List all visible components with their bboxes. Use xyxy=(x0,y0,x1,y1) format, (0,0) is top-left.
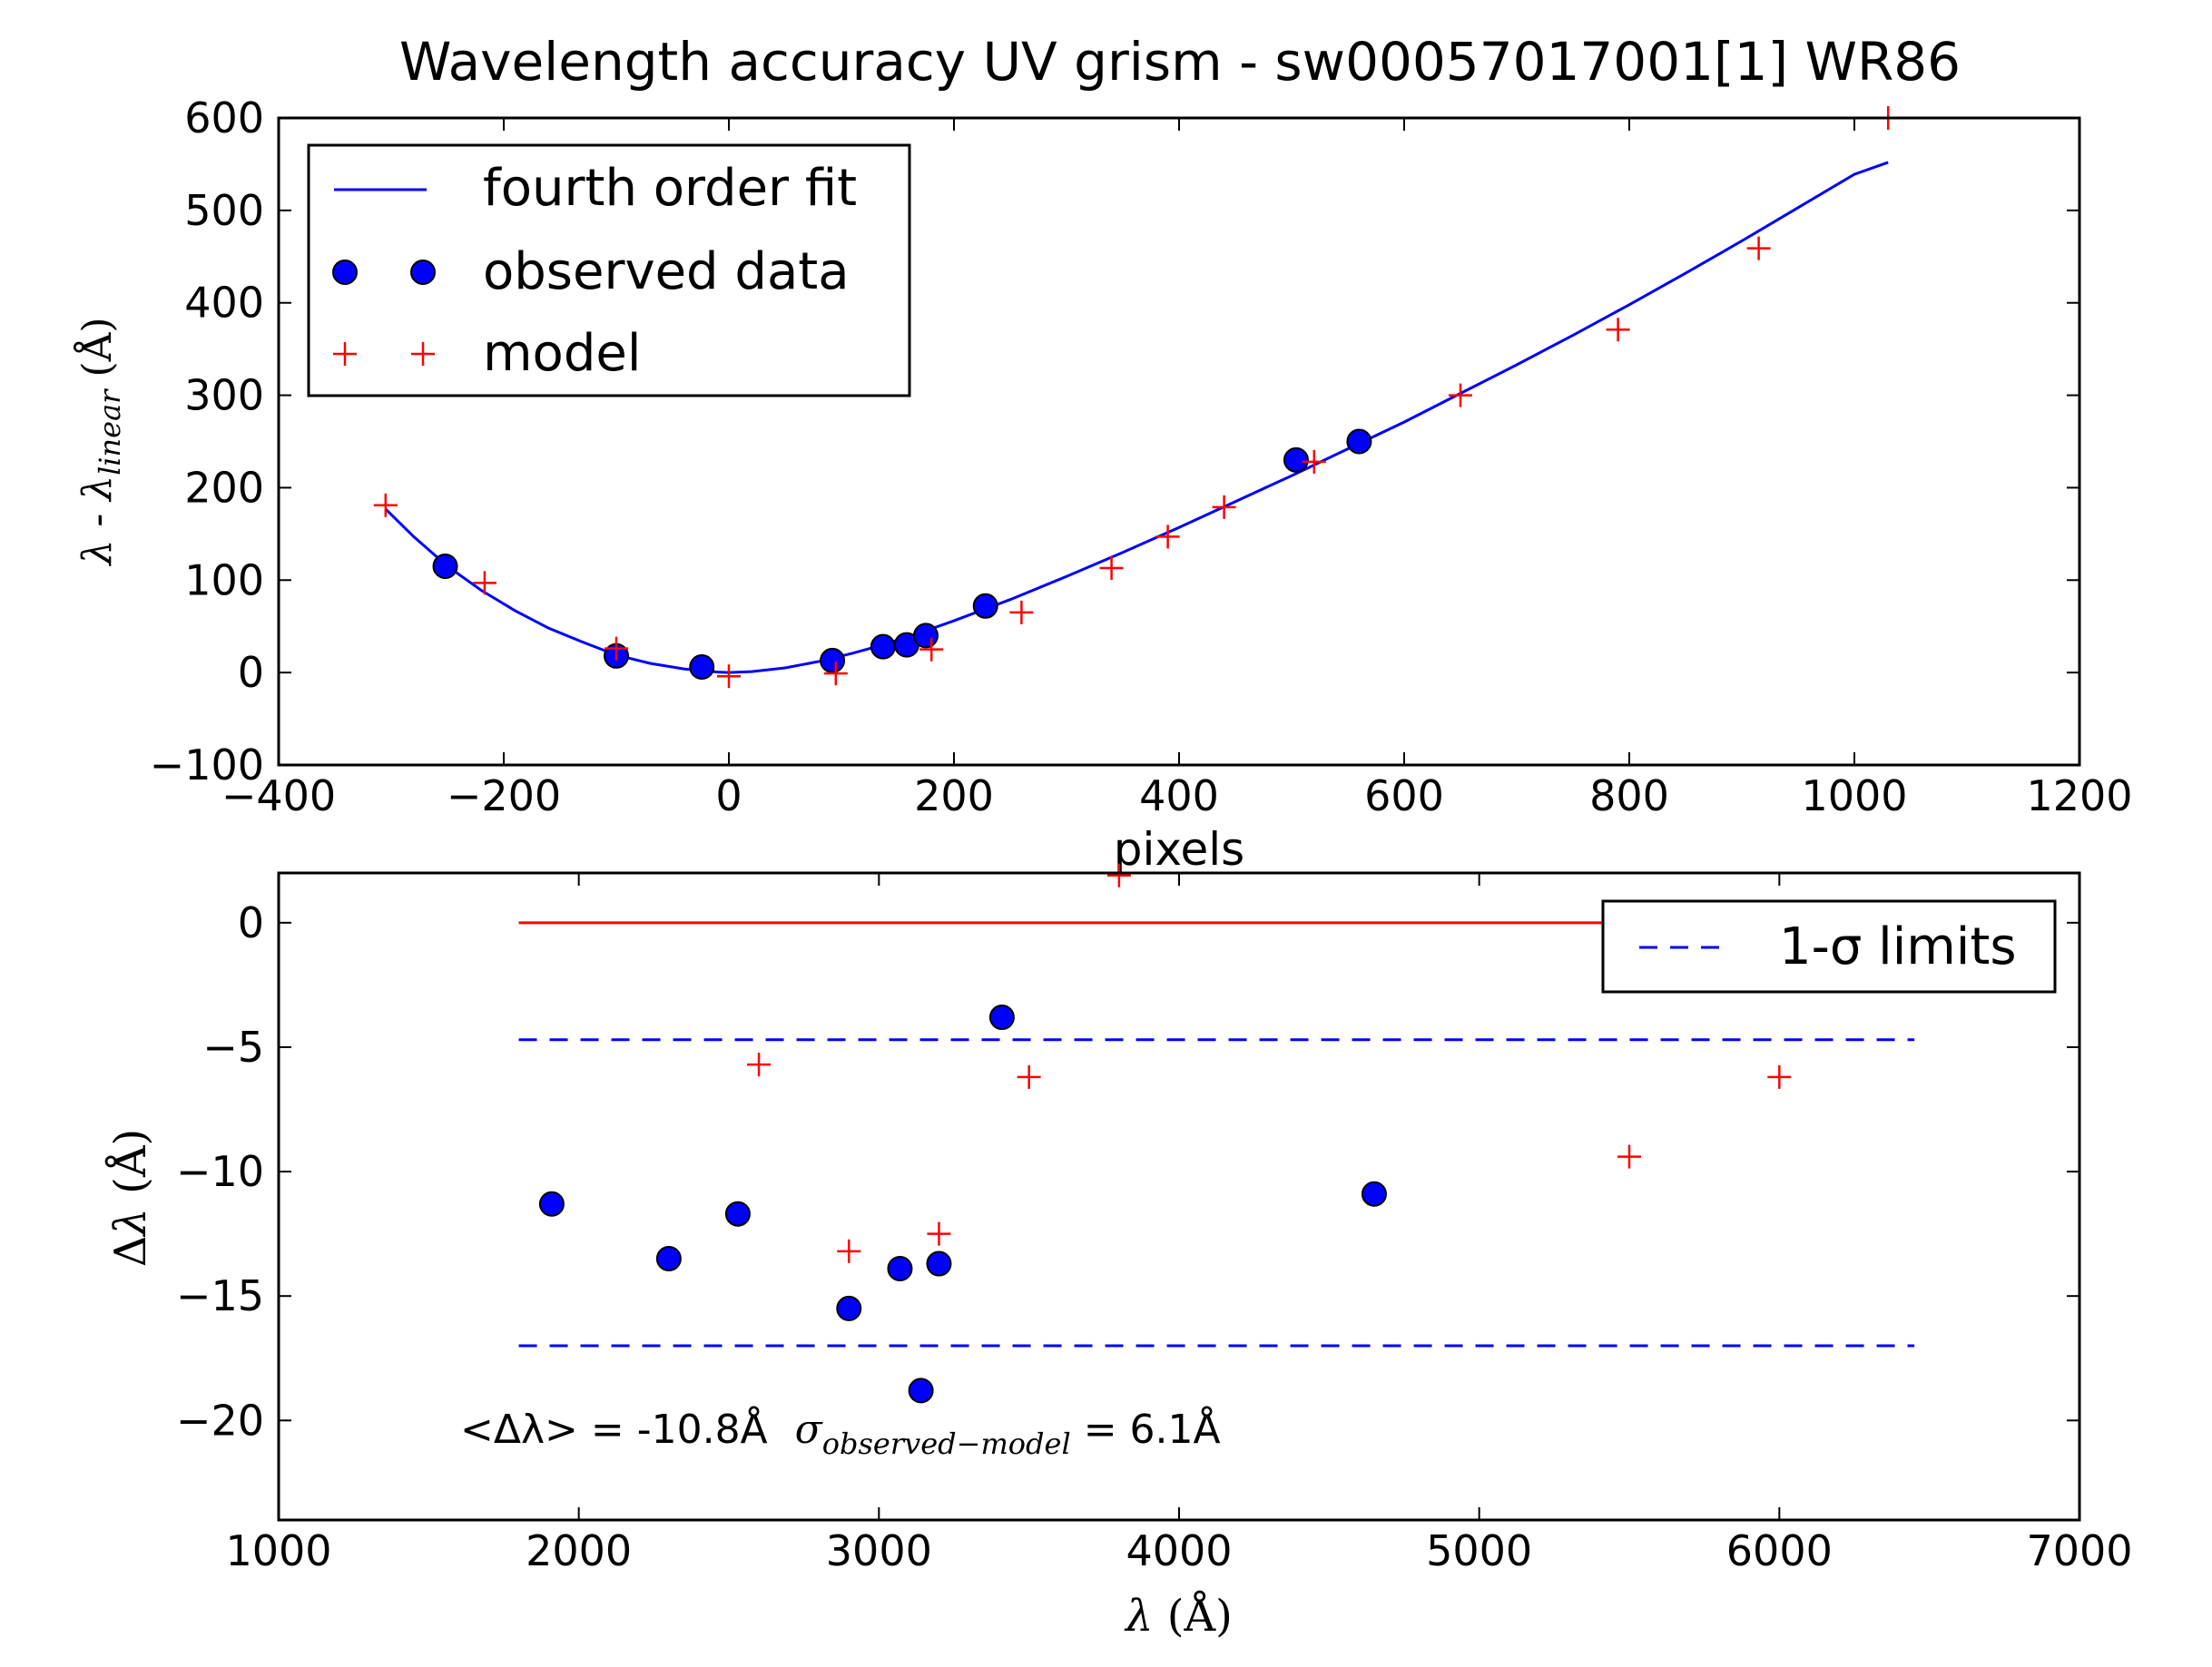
y-tick-label: 500 xyxy=(184,186,264,235)
x-tick-label: 3000 xyxy=(826,1526,932,1575)
model-point xyxy=(927,1221,951,1246)
stats-sigma-symbol: σ xyxy=(795,1407,824,1453)
observed-point xyxy=(1361,1181,1387,1207)
observed-point xyxy=(820,647,846,673)
upper-legend: fourth order fit observed data model xyxy=(307,143,911,397)
x-tick-label: 0 xyxy=(715,771,742,820)
observed-point xyxy=(432,554,458,580)
lower-plot: 1000 2000 3000 4000 5000 6000 7000 −20 −15 −10 −5 0… xyxy=(104,863,2133,1642)
observed-point xyxy=(836,1295,862,1321)
legend-observed-marker xyxy=(332,260,358,285)
observed-point xyxy=(1346,428,1372,455)
y-tick-label: −100 xyxy=(150,740,264,789)
x-tick-label: 5000 xyxy=(1426,1526,1532,1575)
stats-annotation: <Δλ> = -10.8Å σobserved−model = 6.1Å xyxy=(460,1405,1221,1461)
y-tick-label: −15 xyxy=(176,1271,264,1320)
stats-sigma-value: = 6.1Å xyxy=(1071,1405,1221,1453)
legend-model-label: model xyxy=(483,324,641,383)
model-point xyxy=(1746,236,1771,260)
x-tick-label: −200 xyxy=(447,771,561,820)
x-tick-label: 6000 xyxy=(1726,1526,1833,1575)
legend-model-markers xyxy=(333,342,435,366)
model-point xyxy=(1099,556,1124,581)
upper-legend-box xyxy=(307,143,911,397)
model-point xyxy=(1017,1064,1041,1089)
model-point xyxy=(1617,1144,1641,1169)
figure-title: Wavelength accuracy UV grism - sw0005701… xyxy=(399,31,1961,93)
model-point xyxy=(605,636,628,661)
fit-curve xyxy=(384,161,1889,674)
observed-point xyxy=(538,1191,565,1217)
stats-mean: <Δλ> = -10.8Å xyxy=(460,1405,768,1453)
model-point xyxy=(1106,863,1131,887)
observed-point xyxy=(926,1250,952,1277)
upper-xlabel: pixels xyxy=(1114,823,1244,876)
y-tick-label: 0 xyxy=(238,898,264,947)
x-tick-label: 800 xyxy=(1589,771,1669,820)
x-tick-label: 1200 xyxy=(2026,771,2132,820)
observed-point xyxy=(913,623,939,649)
model-point xyxy=(1449,383,1472,407)
observed-point xyxy=(1283,446,1309,473)
model-point xyxy=(747,1053,772,1077)
model-point xyxy=(823,662,848,686)
lower-legend: 1-σ limits xyxy=(1601,899,2057,994)
lower-plot-ticks: 1000 2000 3000 4000 5000 6000 7000 −20 −15 −10 −5 0 xyxy=(176,873,2133,1575)
x-tick-label: 400 xyxy=(1139,771,1219,820)
x-tick-label: 7000 xyxy=(2026,1526,2132,1575)
observed-point xyxy=(655,1246,682,1272)
lower-xlabel: λ (Å) xyxy=(1124,1590,1233,1642)
model-point xyxy=(1302,449,1326,474)
upper-plot: −400 −200 0 200 400 600 800 1000 1200 −100 0 100 200… xyxy=(73,93,2133,876)
model-point xyxy=(1009,600,1034,624)
x-tick-label: 1000 xyxy=(225,1526,331,1575)
y-tick-label: 300 xyxy=(184,371,264,420)
model-point xyxy=(373,493,398,517)
x-tick-label: 4000 xyxy=(1126,1526,1232,1575)
observed-point xyxy=(724,1201,751,1227)
x-tick-label: 200 xyxy=(914,771,994,820)
observed-point xyxy=(870,633,896,660)
lower-ylabel: Δλ (Å) xyxy=(104,1129,156,1267)
y-tick-label: 400 xyxy=(184,279,264,328)
upper-ylabel: λ - λlinear (Å) xyxy=(73,317,127,566)
legend-sigma-label: 1-σ limits xyxy=(1779,917,2017,976)
model-point xyxy=(717,664,741,689)
x-tick-label: −400 xyxy=(221,771,336,820)
legend-observed-marker xyxy=(410,260,436,285)
model-point xyxy=(1767,1064,1792,1089)
x-tick-label: 1000 xyxy=(1801,771,1907,820)
y-tick-label: 200 xyxy=(184,463,264,512)
y-tick-label: −10 xyxy=(176,1147,264,1196)
legend-fit-label: fourth order fit xyxy=(483,159,857,218)
y-tick-label: 600 xyxy=(184,93,264,142)
y-tick-label: −5 xyxy=(202,1023,264,1072)
observed-point xyxy=(887,1256,913,1282)
observed-point xyxy=(972,593,998,619)
upper-plot-series xyxy=(373,106,1901,689)
model-point xyxy=(837,1239,861,1263)
x-tick-label: 2000 xyxy=(526,1526,632,1575)
model-point xyxy=(472,571,496,595)
observed-point xyxy=(988,1005,1015,1031)
y-tick-label: 0 xyxy=(238,648,264,697)
model-point xyxy=(919,637,944,662)
model-point xyxy=(1606,318,1630,342)
model-point xyxy=(1155,525,1180,549)
model-point xyxy=(1212,495,1236,519)
stats-sigma-subscript: observed−model xyxy=(822,1427,1071,1461)
observed-point xyxy=(908,1378,934,1404)
legend-observed-label: observed data xyxy=(483,242,850,301)
y-tick-label: 100 xyxy=(184,555,264,604)
observed-point xyxy=(689,654,715,681)
upper-plot-ticks: −400 −200 0 200 400 600 800 1000 1200 −100 0 100 200… xyxy=(150,93,2133,820)
y-tick-label: −20 xyxy=(176,1396,264,1445)
x-tick-label: 600 xyxy=(1364,771,1444,820)
